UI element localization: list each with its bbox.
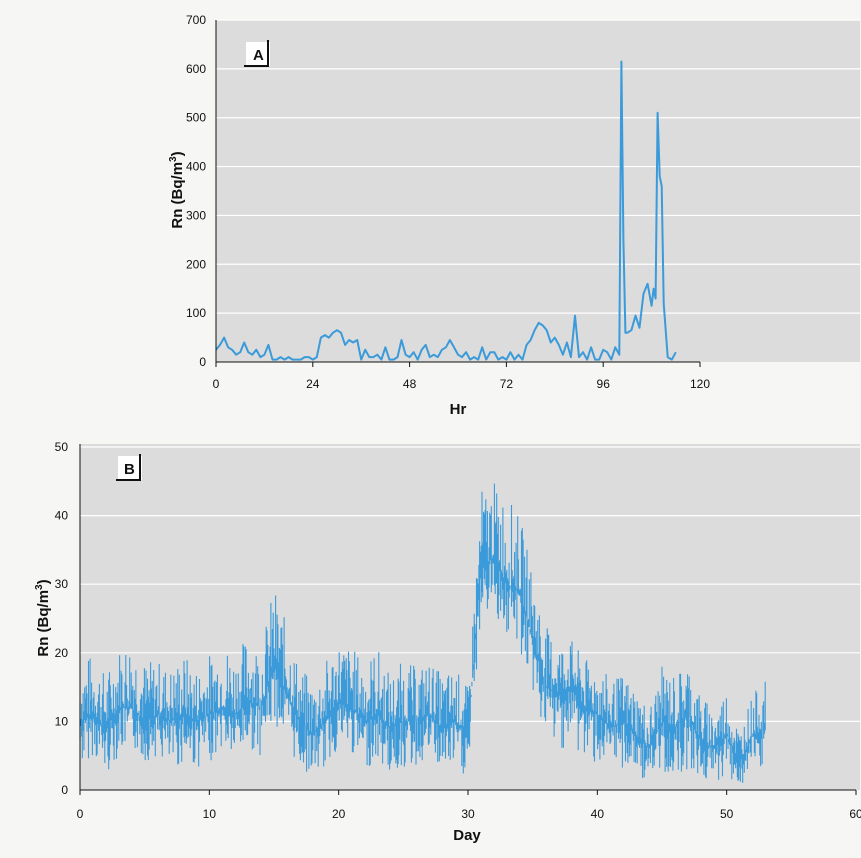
panel-a-y-axis-title-end: ) [169, 151, 186, 156]
panel-a-letter-corner [244, 40, 269, 67]
panel-a-y-ticks: 0 100 200 300 400 500 600 700 [186, 13, 206, 369]
panel-a-y-tick-label: 500 [186, 111, 206, 125]
panel-a-y-axis-title-sup: 3 [168, 156, 179, 162]
panel-a-y-tick-label: 700 [186, 13, 206, 27]
panel-a-plot-area [216, 20, 860, 362]
panel-b-letter-box [118, 456, 142, 480]
panel-b-y-ticks: 0 10 20 30 40 50 [55, 440, 69, 797]
panel-b-x-tick-label: 40 [591, 807, 605, 821]
panel-b-x-tick-label: 50 [720, 807, 734, 821]
panel-a-x-tick-label: 96 [597, 377, 611, 391]
panel-a-y-tick-label: 0 [199, 355, 206, 369]
panel-a-y-tick-label: 600 [186, 62, 206, 76]
panel-b-x-tick-label: 0 [77, 807, 84, 821]
panel-a-y-tick-label: 400 [186, 160, 206, 174]
panel-a-x-axis-title: Hr [450, 401, 467, 418]
panel-a-x-tick-label: 0 [213, 377, 220, 391]
panel-a-letter: A [253, 47, 264, 64]
panel-a-x-tick-label: 24 [306, 377, 320, 391]
panel-b-x-tick-label: 60 [849, 807, 861, 821]
panel-b-y-axis-title-end: ) [35, 579, 52, 584]
panel-a-x-tick-label: 120 [690, 377, 710, 391]
panel-b-y-tick-label: 0 [61, 783, 68, 797]
panel-b-letter-corner [116, 454, 141, 481]
panel-b-y-tick-label: 20 [55, 646, 69, 660]
panel-a-y-tick-label: 100 [186, 306, 206, 320]
panel-a-y-axis-title: Rn (Bq/m3) [168, 151, 186, 228]
panel-a-x-tick-label: 48 [403, 377, 417, 391]
panel-a-y-axis-title-main: Rn (Bq/m [169, 162, 186, 229]
panel-b: 0 10 20 30 40 50 60 0 10 20 30 40 50 B Day Rn (Bq/m… [34, 440, 861, 844]
panel-b-y-tick-label: 40 [55, 509, 69, 523]
panel-b-y-tick-label: 10 [55, 714, 69, 728]
panel-b-y-axis-title: Rn (Bq/m3) [34, 579, 52, 656]
panel-b-x-ticks: 0 10 20 30 40 50 60 [77, 790, 861, 821]
panel-a-series-line [215, 60, 677, 361]
panel-a-y-tick-label: 200 [186, 257, 206, 271]
panel-b-y-tick-label: 50 [55, 440, 69, 454]
panel-a-y-tick-label: 300 [186, 208, 206, 222]
panel-b-x-axis-title: Day [453, 827, 481, 844]
panel-b-y-axis-title-main: Rn (Bq/m [35, 590, 52, 657]
panel-a: 0 24 48 72 96 120 0 100 200 300 400 500 600 700 A Hr… [168, 13, 860, 418]
panel-b-letter: B [124, 461, 135, 478]
panel-b-y-tick-label: 30 [55, 577, 69, 591]
panel-a-x-ticks: 0 24 48 72 96 120 [213, 362, 710, 391]
panel-b-y-axis-title-sup: 3 [34, 584, 45, 590]
panel-b-x-tick-label: 20 [332, 807, 346, 821]
panel-a-letter-box [246, 42, 270, 66]
panel-a-x-tick-label: 72 [500, 377, 514, 391]
panel-b-x-tick-label: 30 [461, 807, 475, 821]
panel-a-grid [216, 19, 860, 314]
panel-b-x-tick-label: 10 [203, 807, 217, 821]
